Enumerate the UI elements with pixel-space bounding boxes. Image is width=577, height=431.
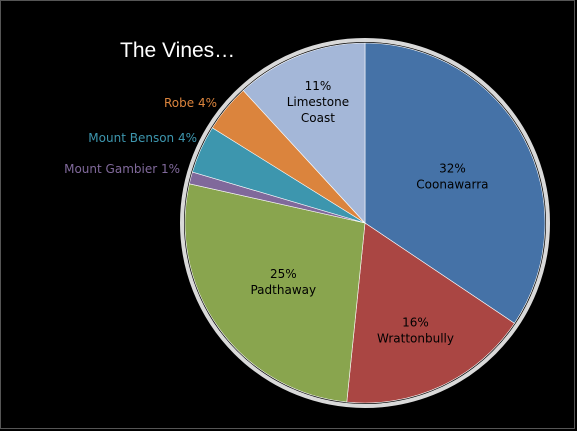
pie-slice-padthaway [184,183,366,403]
slice-label-mount-gambier: Mount Gambier 1% [64,162,180,176]
slice-label-coonawarra: 32% Coonawarra [416,161,488,191]
pie-labels: 32% Coonawarra 16% Wrattonbully 25% Padthaway… [64,79,488,345]
pie-slice-wrattonbully [346,222,515,404]
pie-slice-coonawarra [364,42,546,324]
chart-title: The Vines… [120,39,235,62]
slice-label-mount-benson: Mount Benson 4% [88,131,197,145]
pie-slice-limestone-coast [242,42,366,224]
pie-slices [180,38,550,408]
slice-label-wrattonbully: 16% Wrattonbully [377,316,454,346]
slice-label-limestone-coast: 11% Limestone Coast [287,79,349,125]
pie-rim [180,38,550,408]
slice-label-padthaway: 25% Padthaway [250,267,316,297]
slice-label-robe: Robe 4% [164,96,217,110]
